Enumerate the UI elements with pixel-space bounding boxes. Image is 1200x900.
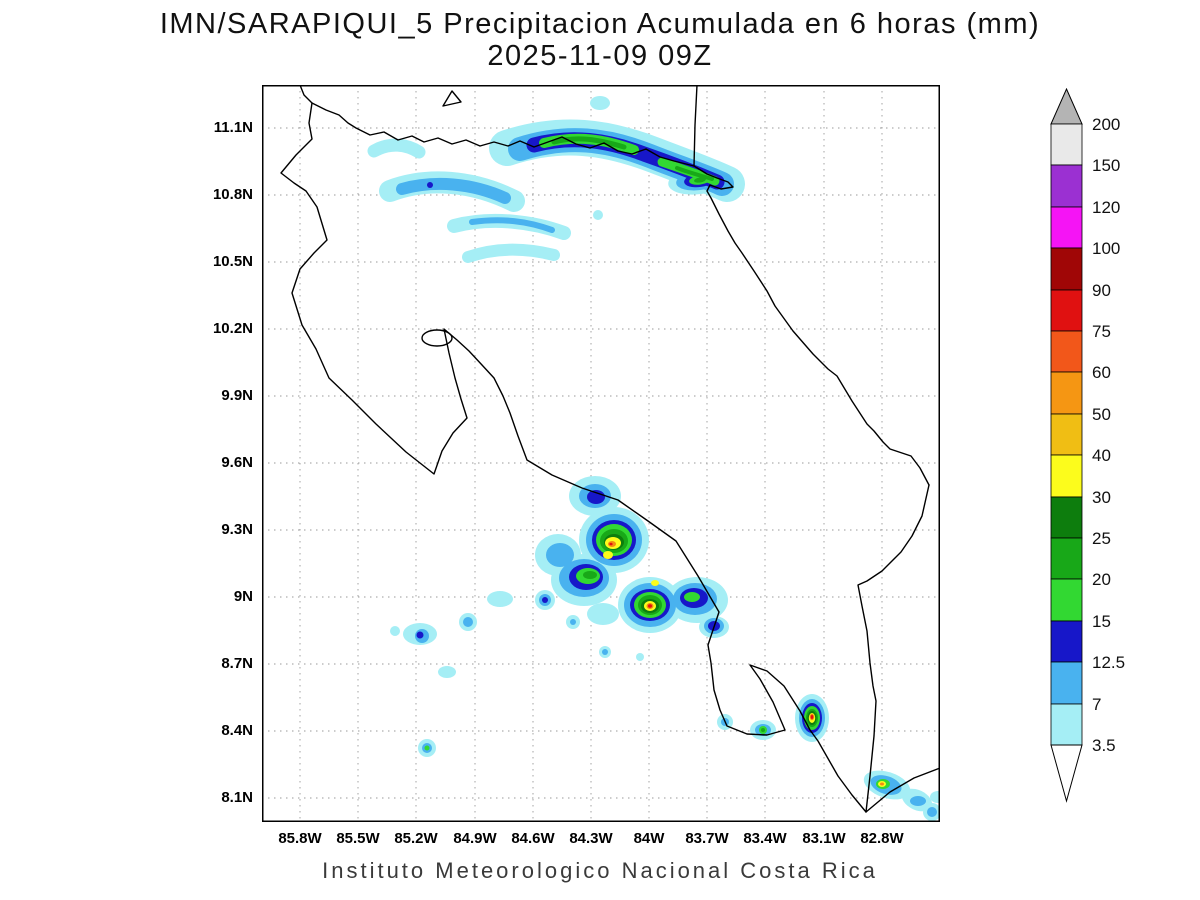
colorbar-labels: 200 150 120 100 90 75 60 50 40 30 25 20 …: [1092, 115, 1125, 755]
lat-tick-label: 11.1N: [213, 119, 253, 136]
colorbar-under-triangle: [1050, 744, 1083, 803]
colorbar-label: 25: [1092, 529, 1111, 548]
colorbar-label: 150: [1092, 156, 1120, 175]
map-panel: [262, 85, 940, 822]
lon-tick-label: 84.3W: [569, 830, 613, 847]
precip-level-3p5: [367, 96, 940, 821]
colorbar-label: 120: [1092, 198, 1120, 217]
lon-tick-label: 83.4W: [743, 830, 787, 847]
precip-level-15: [424, 133, 890, 789]
lat-tick-label: 9.3N: [221, 521, 253, 538]
lon-tick-label: 83.7W: [685, 830, 729, 847]
lon-tick-label: 85.5W: [336, 830, 380, 847]
precip-level-20: [551, 136, 818, 732]
lat-tick-label: 10.2N: [212, 320, 253, 337]
page-title: IMN/SARAPIQUI_5 Precipitacion Acumulada …: [159, 8, 1041, 40]
lake-island: [442, 90, 462, 107]
colorbar-over-triangle: [1050, 88, 1083, 125]
colorbar-label: 75: [1092, 322, 1111, 341]
graticule-grid: [262, 85, 940, 822]
lat-tick-label: 8.1N: [221, 789, 253, 806]
lat-tick-label: 8.7N: [221, 655, 253, 672]
colorbar-label: 12.5: [1092, 653, 1125, 672]
lat-tick-label: 10.8N: [212, 186, 253, 203]
colorbar-label: 15: [1092, 612, 1111, 631]
lat-tick-label: 9N: [233, 588, 253, 605]
lon-tick-label: 82.8W: [860, 830, 904, 847]
colorbar-label: 40: [1092, 446, 1111, 465]
lat-tick-label: 9.6N: [221, 454, 253, 471]
lat-tick-label: 8.4N: [221, 722, 253, 739]
colorbar-label: 60: [1092, 363, 1111, 382]
precip-field: [367, 96, 940, 821]
lon-tick-label: 85.2W: [394, 830, 438, 847]
panama-border: [857, 484, 930, 813]
colorbar-segments: [1050, 123, 1083, 746]
colorbar-label: 3.5: [1092, 736, 1116, 755]
caribbean-coastline: [693, 85, 930, 486]
lat-tick-label: 10.5N: [212, 253, 253, 270]
precip-level-75: [609, 542, 814, 719]
colorbar-label: 30: [1092, 488, 1111, 507]
colorbar-label: 7: [1092, 695, 1101, 714]
lon-tick-label: 83.1W: [802, 830, 846, 847]
valid-time-title: 2025-11-09 09Z: [487, 40, 713, 72]
lon-tick-label: 84.9W: [453, 830, 497, 847]
lon-tick-label: 85.8W: [278, 830, 322, 847]
lat-tick-label: 9.9N: [221, 387, 253, 404]
colorbar-label: 50: [1092, 405, 1111, 424]
precip-level-30: [603, 537, 886, 787]
colorbar-label: 90: [1092, 281, 1111, 300]
precip-level-7: [396, 128, 937, 817]
colorbar: 200 150 120 100 90 75 60 50 40 30 25 20 …: [1050, 88, 1125, 803]
colorbar-label: 20: [1092, 570, 1111, 589]
pacific-coastline: [280, 85, 940, 813]
map-frame: [262, 85, 940, 822]
institution-caption: Instituto Meteorologico Nacional Costa R…: [322, 858, 878, 883]
colorbar-label: 200: [1092, 115, 1120, 134]
lon-tick-label: 84W: [633, 830, 665, 847]
coastline: [280, 85, 940, 813]
chira-island: [421, 329, 453, 347]
nicaragua-border: [311, 102, 695, 167]
lon-tick-label: 84.6W: [511, 830, 555, 847]
colorbar-label: 100: [1092, 239, 1120, 258]
